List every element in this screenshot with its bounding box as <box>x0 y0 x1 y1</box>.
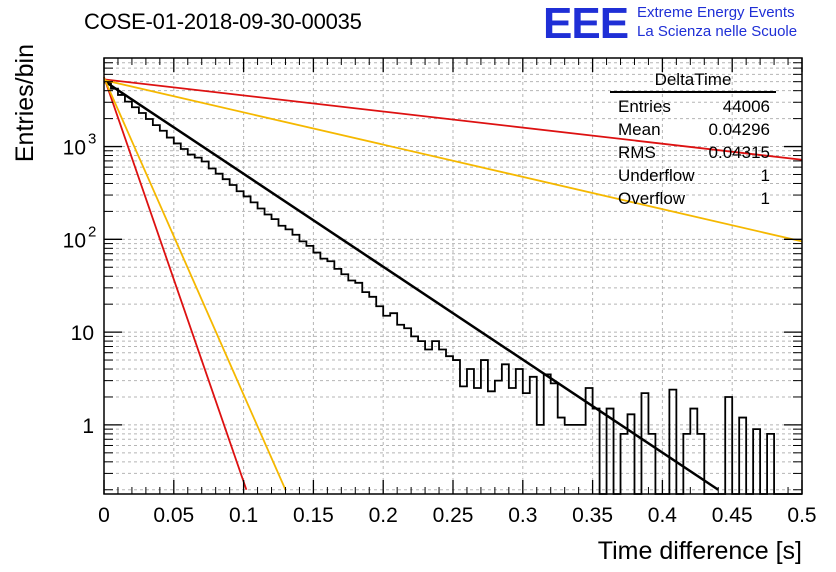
axes: 0 0.05 0.1 0.15 0.2 0.25 0.3 0.35 0.4 0.45 0.5 1 10 1… <box>11 44 817 565</box>
stats-box: DeltaTime Entries 44006 Mean 0.04296 RMS… <box>610 70 776 210</box>
fit-curve-0 <box>103 79 719 491</box>
stats-row-entries: Entries 44006 <box>610 95 776 118</box>
x-tick-label: 0.25 <box>433 504 474 527</box>
stats-value: 0.04296 <box>708 120 770 139</box>
logo-tagline-2: La Scienza nelle Scuole <box>637 23 798 40</box>
x-tick-label: 0.4 <box>648 504 678 527</box>
y-tick-label: 10 <box>63 137 86 160</box>
x-tick-label: 0.2 <box>369 504 398 527</box>
stats-row-underflow: Underflow 1 <box>610 164 776 187</box>
stats-label: Mean <box>618 120 661 139</box>
stats-value: 44006 <box>722 97 770 116</box>
stats-label: Entries <box>618 97 671 116</box>
stats-value: 0.04315 <box>708 143 770 162</box>
histogram-steps <box>104 81 802 495</box>
fit-curve-1 <box>103 78 803 161</box>
x-tick-label: 0.45 <box>712 504 753 527</box>
x-tick-label: 0.1 <box>229 504 258 527</box>
x-axis-label: Time difference [s] <box>598 537 802 565</box>
x-tick-label: 0 <box>98 504 110 527</box>
fit-curve-3 <box>103 76 248 491</box>
y-tick-exponent: 2 <box>88 223 96 240</box>
stats-row-rms: RMS 0.04315 <box>610 141 776 164</box>
x-tick-label: 0.15 <box>293 504 334 527</box>
fit-curve-4 <box>103 77 287 491</box>
fit-curves <box>103 76 803 491</box>
y-tick-label: 1 <box>82 415 94 438</box>
stats-row-overflow: Overflow 1 <box>610 187 776 210</box>
y-axis-label: Entries/bin <box>11 44 39 162</box>
stats-value: 1 <box>760 189 770 208</box>
stats-title: DeltaTime <box>610 70 776 93</box>
stats-label: Overflow <box>618 189 686 208</box>
x-tick-label: 0.3 <box>508 504 537 527</box>
y-tick-exponent: 3 <box>88 131 96 148</box>
histogram <box>104 81 802 495</box>
y-tick-label: 10 <box>63 229 86 252</box>
x-tick-label: 0.35 <box>572 504 613 527</box>
chart-title: COSE-01-2018-09-30-00035 <box>84 9 362 34</box>
eee-logo: EEE <box>543 0 629 48</box>
x-tick-label: 0.5 <box>787 504 816 527</box>
stats-label: RMS <box>618 143 656 162</box>
fit-curve-2 <box>103 79 803 243</box>
stats-label: Underflow <box>618 166 695 185</box>
x-tick-label: 0.05 <box>153 504 194 527</box>
logo-tagline-1: Extreme Energy Events <box>637 4 795 21</box>
stats-row-mean: Mean 0.04296 <box>610 118 776 141</box>
stats-value: 1 <box>760 166 770 185</box>
y-tick-label: 10 <box>71 322 94 345</box>
